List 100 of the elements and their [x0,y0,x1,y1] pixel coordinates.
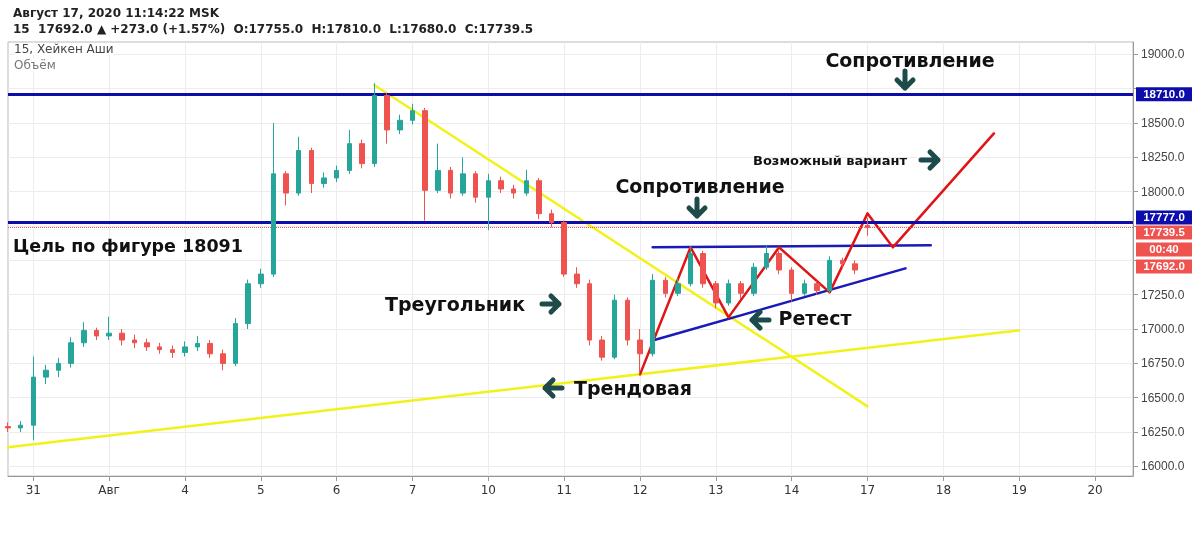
x-tick-label: 5 [256,483,265,497]
candlestick [170,345,175,359]
y-tick-label: 16000.0 [1141,459,1185,474]
candlestick [574,266,580,289]
candlestick [321,171,327,189]
candlestick [726,279,731,307]
candlestick [5,421,11,433]
candlestick [296,136,301,197]
candlestick [486,173,491,231]
candlestick [68,336,74,368]
candlestick [195,335,200,352]
candlestick [587,279,592,347]
x-tick-label: 12 [632,483,648,497]
annotation: Треугольник [384,293,526,315]
ref-line-label: 18710.0 [1143,88,1185,101]
candlestick [663,276,668,298]
candlestick [233,317,238,367]
candlestick [132,334,137,349]
candlestick [271,122,276,278]
annotation: Объём [14,58,56,72]
candlestick [81,321,87,348]
candlestick [789,266,794,303]
candlestick [347,129,352,175]
x-tick-label: 10 [480,483,496,497]
candlestick [599,335,605,362]
candlestick [334,165,339,183]
y-tick-label: 19000.0 [1141,47,1185,62]
candlestick [764,244,769,271]
y-tick-label: 18250.0 [1141,150,1185,165]
candlestick [612,294,617,360]
candlestick [119,328,125,347]
candlestick [511,184,516,200]
candlestick [207,339,213,359]
y-tick-label: 16500.0 [1141,390,1185,405]
chart-title: Август 17, 2020 11:14:22 MSK [13,6,220,20]
candlestick [359,139,365,169]
candlestick [106,316,112,341]
candlestick [397,114,403,135]
candlestick [157,342,162,355]
text: 17692.0 [1143,260,1185,273]
candlestick [410,103,415,125]
candlestick [650,273,655,358]
x-tick-label: 4 [181,483,189,497]
x-tick-label: 6 [332,483,341,497]
candlestick [422,107,428,222]
chart-subtitle: 15 17692.0 ▲ +273.0 (+1.57%) O:17755.0 H:17810.0 L:17680.0 C:17739.5 [13,22,534,36]
candlestick [473,170,478,204]
candlestick [31,356,36,441]
candlestick [94,327,99,341]
candlestick [498,176,504,194]
candlestick [245,279,251,330]
candlestick [751,262,757,297]
x-tick-label: Авг [98,483,120,497]
candlestick [852,259,858,275]
text: 00:40 [1149,243,1179,256]
candlestick [435,143,441,194]
candlestick [827,255,832,294]
candlestick [460,156,466,197]
candlestick [309,147,314,194]
x-tick-label: 14 [784,483,800,497]
candlestick [802,279,807,297]
candlestick [448,166,453,200]
candlestick [56,357,61,378]
candlestick [814,280,820,296]
candlestick [220,349,226,371]
candlestick [776,250,782,275]
candlestick [688,246,693,287]
y-tick-label: 18500.0 [1141,116,1185,131]
candlestick [625,296,630,347]
candlestick [713,280,719,309]
x-tick-label: 31 [25,483,41,497]
annotation: Цель по фигуре 18091 [13,236,243,256]
candlestick [675,277,681,297]
candlestick [18,420,23,433]
x-tick-label: 18 [935,483,952,497]
candlestick [258,268,264,289]
candlestick [549,209,554,228]
annotation: Возможный вариант [753,152,908,168]
annotation: Трендовая [573,377,693,399]
x-tick-label: 7 [408,483,417,497]
candlestick [372,82,377,168]
annotation: Ретест [778,307,852,329]
y-tick-label: 17250.0 [1141,287,1185,302]
candlestick [283,170,289,206]
candlestick [637,328,643,375]
candlestick [43,364,49,385]
candlestick [700,250,706,289]
x-tick-label: 11 [556,483,572,497]
x-tick-label: 20 [1087,483,1103,497]
x-tick-label: 13 [708,483,724,497]
candlestick [384,92,390,145]
candlestick [144,338,150,352]
ref-line-label: 17739.5 [1143,226,1186,239]
x-tick-label: 19 [1011,483,1027,497]
candlestick [182,340,188,358]
candlestick [524,169,529,197]
ref-line-label: 17777.0 [1143,211,1185,224]
y-tick-label: 18000.0 [1141,184,1185,199]
y-tick-label: 16250.0 [1141,425,1185,440]
y-tick-label: 16750.0 [1141,356,1185,371]
